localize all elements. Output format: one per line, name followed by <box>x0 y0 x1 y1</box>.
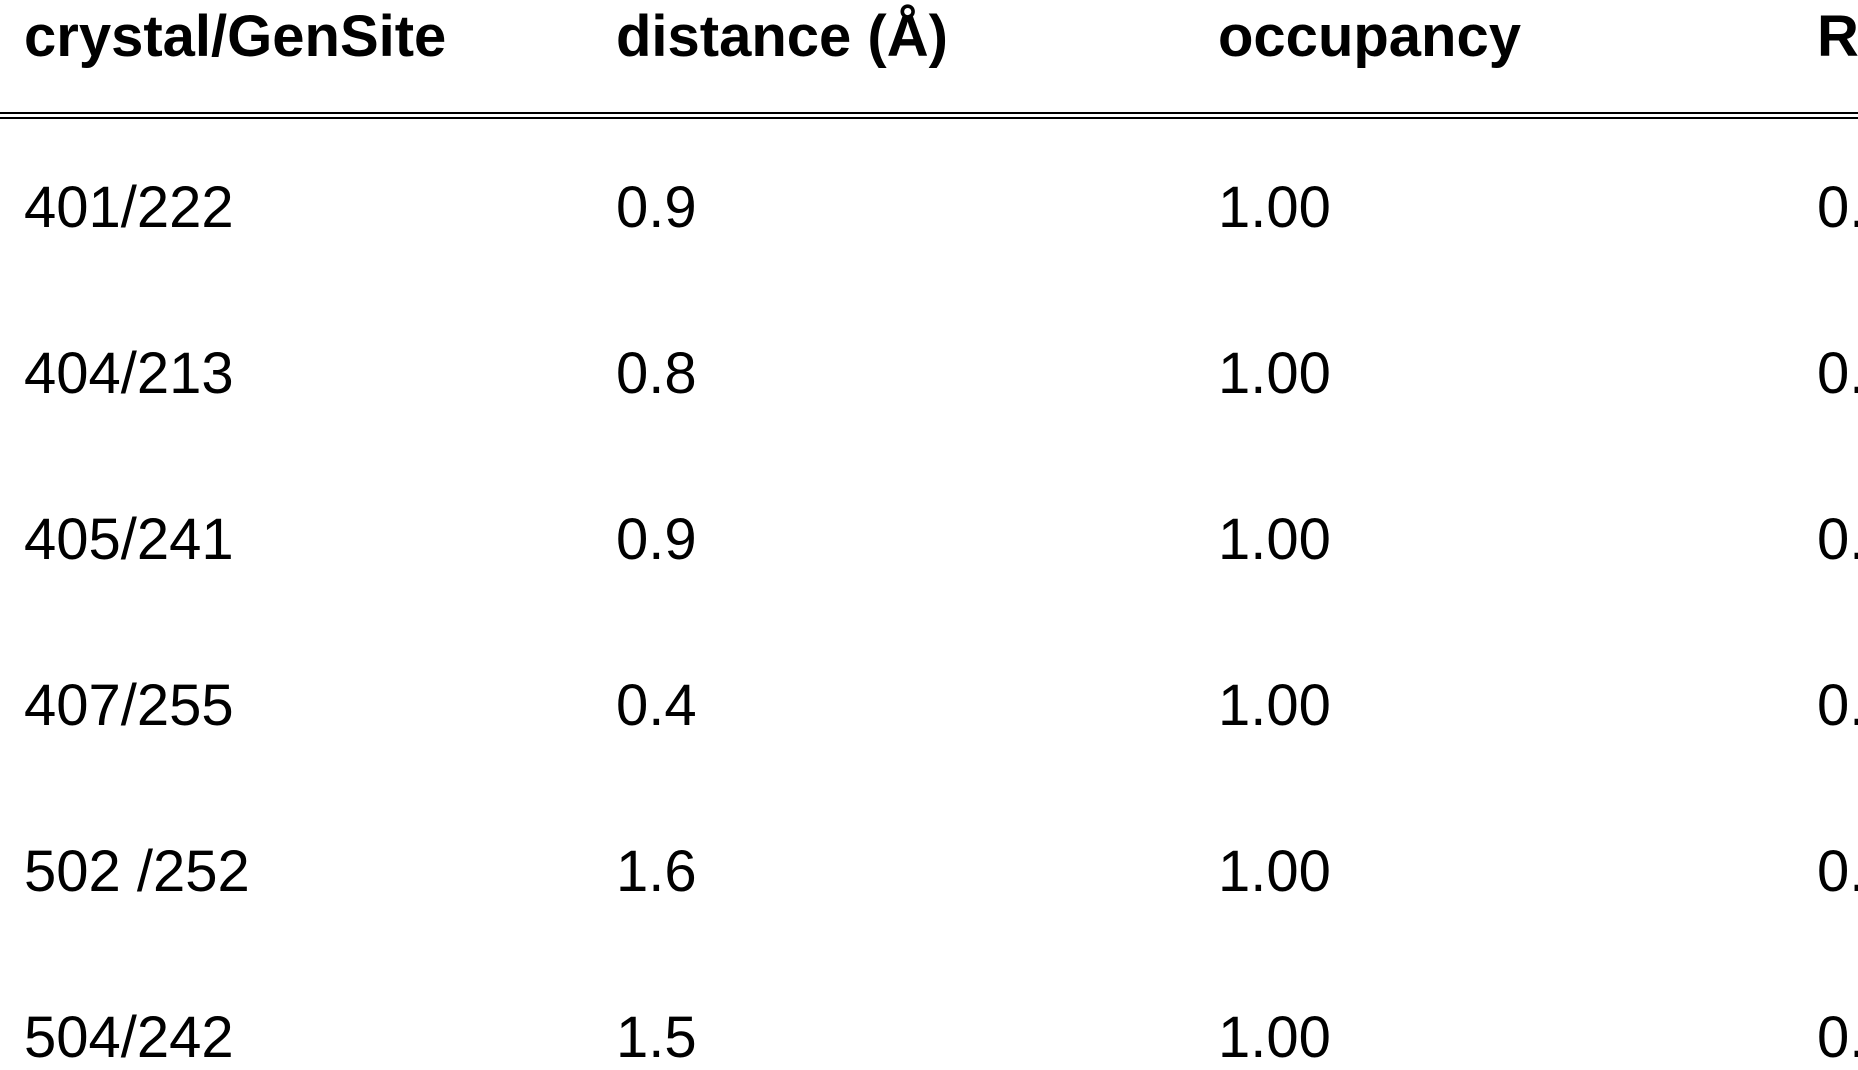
table-cell: 401/222 <box>24 175 234 240</box>
table-cell: 0. <box>1817 1005 1858 1070</box>
table-cell: 0.4 <box>616 673 697 738</box>
table-cell: 407/255 <box>24 673 234 738</box>
table-cell: 405/241 <box>24 507 234 572</box>
table-cell: 1.00 <box>1218 673 1331 738</box>
table-cell: 404/213 <box>24 341 234 406</box>
table-cell: 0. <box>1817 175 1858 240</box>
header-rule <box>0 112 1858 114</box>
table-cell: 1.6 <box>616 839 697 904</box>
table-cell: 0.9 <box>616 507 697 572</box>
table-cell: 0.9 <box>616 175 697 240</box>
table-cell: 0. <box>1817 839 1858 904</box>
table-cell: 504/242 <box>24 1005 234 1070</box>
table-cell: 0. <box>1817 673 1858 738</box>
column-header: occupancy <box>1218 4 1521 69</box>
table-cell: 0. <box>1817 341 1858 406</box>
table-cell: 1.00 <box>1218 507 1331 572</box>
header-rule <box>0 117 1858 119</box>
table-cell: 1.00 <box>1218 341 1331 406</box>
table-cell: 0. <box>1817 507 1858 572</box>
table-cell: 1.5 <box>616 1005 697 1070</box>
table-cell: 0.8 <box>616 341 697 406</box>
column-header: crystal/GenSite <box>24 4 447 69</box>
table-cell: 502 /252 <box>24 839 250 904</box>
table-cell: 1.00 <box>1218 175 1331 240</box>
table-cell: 1.00 <box>1218 839 1331 904</box>
column-header: distance (Å) <box>616 4 948 69</box>
column-header: R <box>1817 4 1858 69</box>
table-cell: 1.00 <box>1218 1005 1331 1070</box>
